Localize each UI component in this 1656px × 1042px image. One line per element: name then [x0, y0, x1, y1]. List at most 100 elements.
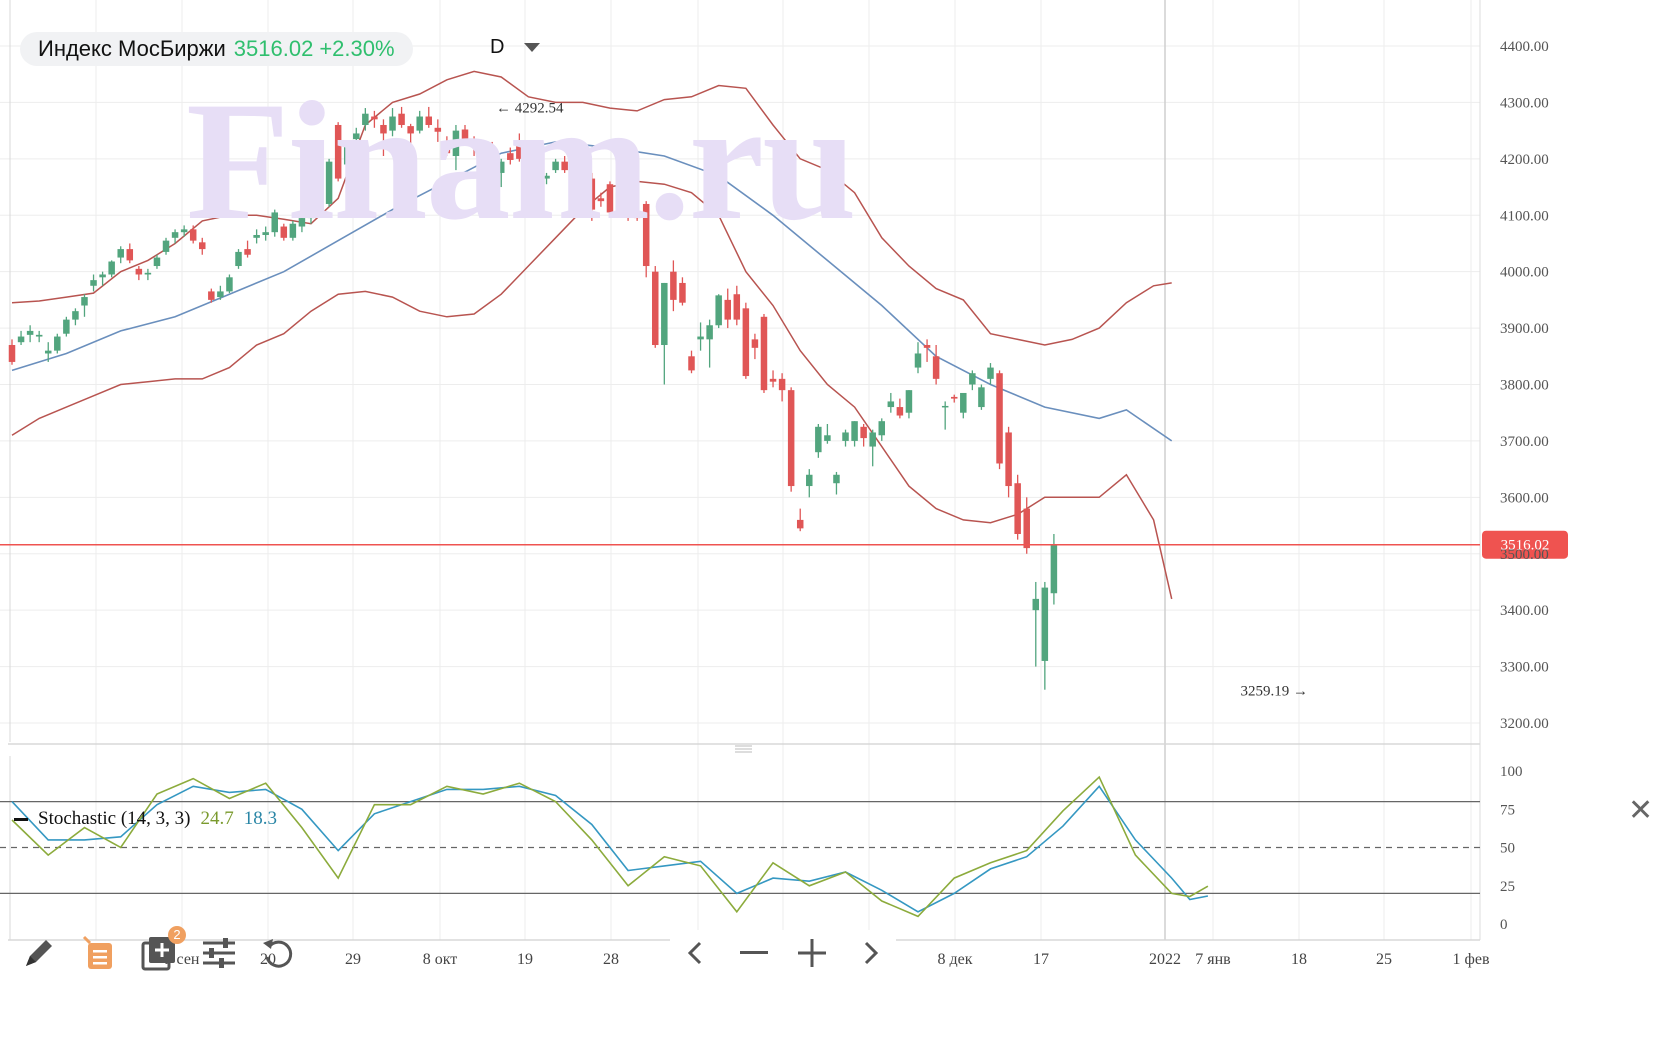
- candle-up: [353, 133, 360, 140]
- time-tick-label: 19: [517, 951, 533, 968]
- price-tick-label: 3400.00: [1500, 603, 1549, 619]
- candle-up: [661, 282, 668, 346]
- candle-down: [461, 129, 469, 140]
- candle-down: [398, 113, 405, 125]
- price-tag: [1482, 530, 1568, 559]
- candle-up: [63, 319, 70, 334]
- candle-up: [343, 144, 351, 165]
- scroll-right-button[interactable]: [850, 933, 890, 973]
- price-tick-label: 4300.00: [1500, 95, 1549, 111]
- layers-plus-icon: [141, 937, 175, 971]
- ticker-change: +2.30%: [319, 36, 395, 61]
- candle-down: [244, 249, 251, 255]
- candle-up: [217, 291, 224, 298]
- interval-selector[interactable]: D: [490, 36, 541, 59]
- high-annotation: ← 4292.54: [496, 101, 564, 117]
- time-tick-label: 17: [1033, 951, 1049, 968]
- candle-up: [552, 161, 559, 171]
- stoch-tick-label: 75: [1500, 802, 1515, 818]
- candle-up: [289, 223, 297, 238]
- low-annotation: 3259.19 →: [1241, 684, 1309, 700]
- plus-icon: [798, 939, 826, 967]
- candle-down: [334, 124, 342, 179]
- candle-down: [932, 356, 940, 379]
- candle-down: [280, 226, 288, 238]
- candle-up: [878, 421, 886, 436]
- collapse-icon[interactable]: [14, 817, 28, 821]
- candle-up: [17, 336, 25, 343]
- candlesticks: [8, 106, 1058, 690]
- candle-down: [488, 147, 496, 185]
- settings-button[interactable]: [200, 934, 238, 972]
- candle-up: [715, 295, 722, 326]
- scroll-left-button[interactable]: [676, 933, 716, 973]
- candle-down: [896, 407, 904, 416]
- stochastic-k-value: 24.7: [200, 808, 234, 829]
- stochastic-pane: 100 75 50 25 0: [0, 764, 1523, 933]
- candle-down: [733, 294, 741, 320]
- candle-up: [389, 116, 396, 131]
- indicator-count-badge: 2: [168, 926, 186, 944]
- stochastic-legend: Stochastic (14, 3, 3) 24.7 18.3: [14, 808, 277, 830]
- candle-up: [941, 405, 949, 408]
- candle-up: [253, 234, 260, 238]
- candle-down: [778, 378, 786, 391]
- candle-up: [543, 175, 550, 179]
- drawing-toolbar: 2: [20, 926, 298, 976]
- candle-up: [824, 435, 831, 441]
- candle-down: [769, 378, 777, 382]
- pencil-button[interactable]: [20, 934, 58, 972]
- candle-up: [815, 426, 822, 453]
- sliders-icon: [203, 938, 235, 968]
- navigation-bar: [670, 930, 896, 976]
- candle-up: [108, 261, 115, 275]
- candle-down: [670, 271, 677, 300]
- interval-label: D: [490, 36, 505, 58]
- stoch-k-line: [11, 775, 1209, 918]
- candle-up: [978, 387, 985, 408]
- candle-down: [443, 141, 451, 154]
- ticker-box[interactable]: Индекс МосБиржи 3516.02 +2.30%: [20, 32, 413, 66]
- candle-down: [796, 519, 804, 529]
- candle-down: [688, 356, 695, 371]
- candle-down: [371, 116, 378, 120]
- candle-down: [742, 308, 750, 377]
- price-tag-label: 3516.02: [1501, 538, 1550, 554]
- stoch-tick-label: 100: [1500, 764, 1523, 780]
- stoch-tick-label: 50: [1500, 841, 1515, 857]
- candle-up: [833, 474, 840, 484]
- candle-down: [950, 396, 958, 399]
- candle-down: [606, 184, 614, 213]
- candle-down: [407, 126, 414, 134]
- bollinger-bands: [11, 70, 1173, 600]
- candle-down: [996, 373, 1003, 464]
- chevron-down-icon: [524, 43, 541, 52]
- candle-up: [416, 116, 423, 131]
- candle-up: [851, 421, 858, 441]
- candle-down: [516, 141, 523, 159]
- candle-down: [1023, 508, 1030, 549]
- candle-up: [162, 240, 170, 252]
- zoom-out-button[interactable]: [734, 933, 774, 973]
- close-indicator-icon[interactable]: ✕: [1628, 794, 1654, 827]
- reset-button[interactable]: [260, 934, 298, 972]
- add-indicator-button[interactable]: 2: [140, 926, 186, 972]
- candle-up: [1041, 587, 1049, 661]
- price-tick-label: 3500.00: [1500, 547, 1549, 563]
- candle-up: [144, 272, 152, 275]
- candle-down: [479, 156, 487, 160]
- candle-up: [90, 280, 97, 286]
- price-tick-label: 4100.00: [1500, 208, 1549, 224]
- candle-down: [8, 345, 16, 362]
- price-axis: 4400.00 4300.00 4200.00 4100.00 4000.00 3900.…: [1500, 39, 1549, 732]
- candle-up: [54, 336, 61, 351]
- time-tick-label: 2022: [1149, 951, 1181, 968]
- candle-up: [615, 192, 623, 210]
- zoom-in-button[interactable]: [792, 933, 832, 973]
- templates-button[interactable]: [80, 934, 118, 972]
- time-tick-label: 25: [1376, 951, 1392, 968]
- candle-down: [624, 187, 632, 213]
- candle-down: [787, 390, 795, 487]
- candle-up: [226, 277, 233, 292]
